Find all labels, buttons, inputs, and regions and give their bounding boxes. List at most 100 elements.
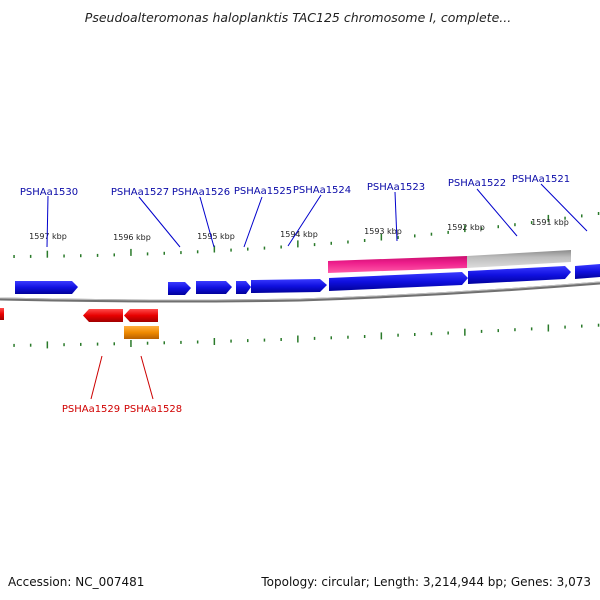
minor-tick [564, 216, 566, 220]
minor-tick [430, 332, 433, 336]
gene-arrow-reverse[interactable] [124, 309, 158, 322]
minor-tick [247, 247, 249, 251]
kbp-label: 1593 kbp [364, 227, 402, 236]
major-tick [46, 341, 49, 349]
minor-tick [263, 246, 266, 250]
minor-tick [146, 341, 149, 345]
gene-arrow-reverse[interactable] [83, 309, 123, 322]
minor-tick [363, 239, 366, 242]
minor-tick [330, 241, 332, 245]
major-tick [547, 214, 550, 222]
chromosome-backbone [0, 281, 600, 303]
tick-row-lower [13, 323, 600, 349]
minor-tick [530, 221, 533, 225]
major-tick [464, 225, 466, 233]
minor-tick [29, 343, 32, 347]
minor-tick [581, 214, 583, 218]
minor-tick [330, 336, 332, 340]
minor-tick [280, 245, 282, 249]
minor-tick [13, 343, 15, 347]
minor-tick [597, 323, 600, 327]
minor-tick [80, 342, 82, 346]
gene-label-pshaa1523[interactable]: PSHAa1523 [367, 182, 425, 193]
minor-tick [113, 253, 115, 257]
minor-tick [530, 327, 533, 331]
gene-arrow-forward[interactable] [468, 266, 571, 284]
minor-tick [163, 341, 165, 345]
minor-tick [347, 240, 349, 244]
gene-label-pshaa1522[interactable]: PSHAa1522 [448, 178, 506, 189]
gene-arrow-forward[interactable] [168, 282, 191, 295]
map-title: Pseudoalteromonas haloplanktis TAC125 ch… [85, 10, 511, 25]
major-tick [213, 338, 216, 345]
minor-tick [63, 343, 65, 347]
minor-tick [480, 227, 483, 231]
minor-tick [13, 255, 15, 258]
gene-label-pshaa1524[interactable]: PSHAa1524 [293, 185, 351, 196]
minor-tick [230, 248, 232, 252]
minor-tick [414, 234, 416, 238]
minor-tick [96, 342, 99, 346]
kbp-label: 1597 kbp [29, 232, 67, 241]
gene-label-pshaa1526[interactable]: PSHAa1526 [172, 187, 230, 198]
major-tick [464, 328, 466, 336]
minor-tick [29, 254, 32, 258]
topology-text: Topology: circular; Length: 3,214,944 bp… [261, 575, 591, 589]
minor-tick [313, 243, 316, 247]
gene-arrow-forward[interactable] [329, 272, 468, 291]
minor-tick [196, 250, 199, 254]
minor-tick [180, 251, 182, 255]
minor-tick [163, 251, 165, 255]
minor-tick [96, 253, 99, 257]
minor-tick [146, 252, 149, 256]
kbp-label: 1596 kbp [113, 233, 151, 242]
gene-label-pshaa1521[interactable]: PSHAa1521 [512, 174, 570, 185]
minor-tick [414, 333, 416, 336]
minor-tick [263, 338, 266, 342]
kbp-label: 1595 kbp [197, 232, 235, 241]
gene-label-pshaa1525[interactable]: PSHAa1525 [234, 186, 292, 197]
gene-arrow-reverse[interactable] [0, 308, 4, 320]
major-tick [547, 324, 550, 332]
gene-label-pshaa1529[interactable]: PSHAa1529 [62, 404, 120, 415]
minor-tick [497, 225, 499, 229]
minor-tick [447, 331, 449, 335]
minor-tick [196, 340, 199, 344]
gene-label-pshaa1530[interactable]: PSHAa1530 [20, 187, 78, 198]
gene-arrow-forward[interactable] [251, 279, 327, 293]
chromosome-backbone-highlight [0, 281, 600, 301]
major-tick [380, 233, 383, 241]
minor-tick [80, 254, 82, 258]
gene-label-pshaa1528[interactable]: PSHAa1528 [124, 404, 182, 415]
gene-arrow-forward[interactable] [15, 281, 78, 294]
accession-text: Accession: NC_007481 [8, 575, 145, 589]
feature-bar-gray[interactable] [467, 250, 571, 268]
feature-bar-magenta[interactable] [328, 256, 467, 273]
label-leaders-reverse [90, 355, 154, 400]
minor-tick [564, 325, 566, 329]
gene-arrow-forward[interactable] [575, 264, 600, 279]
minor-tick [113, 342, 115, 346]
minor-tick [581, 324, 583, 328]
gene-arrow-forward[interactable] [236, 281, 251, 294]
minor-tick [63, 254, 65, 258]
gene-arrow-forward[interactable] [196, 281, 232, 294]
major-tick [213, 245, 216, 253]
minor-tick [230, 339, 232, 343]
minor-tick [363, 335, 366, 338]
minor-tick [480, 329, 483, 333]
major-tick [130, 248, 132, 256]
minor-tick [247, 339, 249, 343]
tick-row-upper [13, 212, 600, 258]
minor-tick [347, 335, 349, 339]
minor-tick [397, 236, 399, 239]
minor-tick [280, 338, 282, 341]
rna-feature-reverse[interactable] [124, 326, 159, 339]
minor-tick [430, 232, 433, 236]
minor-tick [497, 329, 499, 333]
major-tick [297, 240, 299, 248]
gene-label-pshaa1527[interactable]: PSHAa1527 [111, 187, 169, 198]
major-tick [46, 250, 49, 258]
minor-tick [397, 333, 399, 337]
